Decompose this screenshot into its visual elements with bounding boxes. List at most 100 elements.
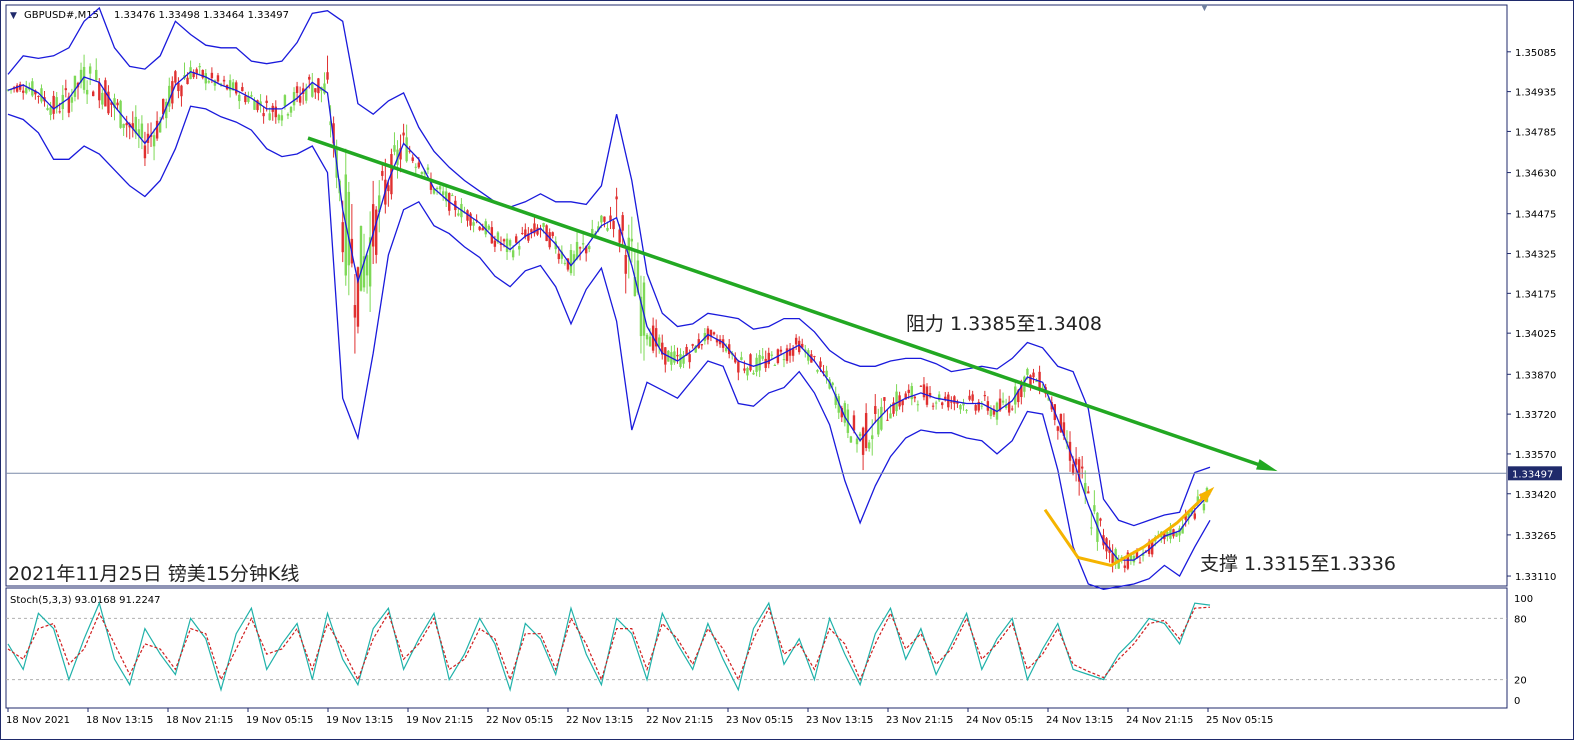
candle-body — [158, 121, 162, 133]
candle-body — [231, 82, 235, 91]
candle-body — [1190, 509, 1193, 514]
candle-body — [435, 187, 439, 189]
time-tick-label: 19 Nov 13:15 — [326, 715, 393, 726]
candle-body — [98, 82, 101, 101]
candle-body — [1084, 482, 1087, 494]
candle-body — [934, 402, 938, 404]
candle-body — [387, 185, 390, 192]
candle-body — [718, 339, 722, 345]
candle-body — [834, 393, 837, 405]
candle-body — [268, 113, 271, 121]
candle-body — [122, 123, 125, 128]
candle-body — [797, 340, 801, 353]
candle-body — [381, 171, 384, 176]
time-tick-label: 18 Nov 13:15 — [86, 715, 153, 726]
candle-body — [864, 413, 868, 449]
candle-body — [116, 102, 119, 106]
candle-body — [937, 394, 941, 401]
candle-body — [228, 80, 232, 91]
candle-body — [137, 129, 141, 137]
candle-body — [499, 242, 503, 245]
candle-body — [709, 329, 713, 337]
price-tick-label: 1.33570 — [1515, 450, 1556, 461]
candle-body — [1056, 426, 1060, 431]
candle-body — [1187, 513, 1190, 519]
candle-body — [822, 371, 825, 373]
candle-body — [244, 95, 247, 103]
main-pane[interactable] — [5, 4, 1508, 587]
candle-body — [399, 148, 402, 160]
price-tick-label: 1.33870 — [1515, 370, 1556, 381]
candle-body — [186, 77, 189, 85]
symbol-dropdown-icon[interactable]: ▼ — [10, 11, 17, 21]
candle-body — [676, 354, 679, 357]
candle-body — [222, 79, 226, 82]
resistance-arrowhead — [1256, 459, 1278, 472]
candle-body — [353, 305, 357, 318]
candle-body — [207, 81, 211, 83]
candle-body — [654, 328, 658, 347]
candle-body — [487, 225, 490, 230]
candle-body — [965, 409, 968, 411]
candle-body — [603, 216, 606, 222]
candle-body — [1184, 514, 1187, 520]
candle-body — [673, 351, 676, 363]
candle-body — [1062, 422, 1066, 436]
candle-body — [219, 83, 223, 85]
candle-body — [913, 396, 917, 399]
candle-body — [110, 102, 113, 105]
candle-body — [1111, 553, 1114, 564]
candle-body — [1123, 565, 1126, 568]
candle-body — [195, 69, 198, 74]
candle-body — [241, 87, 244, 92]
support-annotation: 支撑 1.3315至1.3336 — [1200, 553, 1396, 575]
candle-body — [1035, 381, 1038, 383]
candle-body — [536, 227, 539, 235]
candle-body — [496, 232, 500, 243]
candle-body — [317, 78, 320, 94]
candle-body — [1163, 531, 1166, 540]
candle-body — [134, 116, 138, 134]
candle-body — [1004, 404, 1008, 408]
price-tick-label: 1.33720 — [1515, 410, 1556, 421]
candle-body — [645, 334, 649, 340]
resistance-line[interactable] — [307, 136, 1271, 471]
candle-body — [283, 95, 287, 107]
candle-body — [977, 401, 980, 411]
candle-body — [758, 354, 761, 371]
support-arrow[interactable] — [1043, 490, 1212, 567]
chart-caption: 2021年11月25日 镑美15分钟K线 — [8, 563, 299, 585]
candle-body — [889, 413, 892, 419]
candle-body — [277, 114, 281, 121]
candle-body — [104, 80, 107, 107]
time-axis: 18 Nov 2021 18 Nov 13:15 18 Nov 21:15 19 No… — [6, 708, 1273, 726]
scroll-marker-icon[interactable]: ▼ — [1201, 3, 1208, 13]
stoch-pane[interactable] — [5, 587, 1508, 709]
candle-body — [922, 384, 926, 398]
candle-body — [636, 260, 640, 293]
candle-body — [794, 337, 798, 345]
candle-body — [910, 386, 913, 400]
candle-body — [953, 396, 956, 404]
candle-body — [782, 359, 786, 361]
resistance-trendline[interactable] — [307, 136, 1278, 472]
candle-body — [612, 220, 615, 230]
candle-body — [591, 228, 594, 239]
candle-body — [871, 435, 874, 440]
candle-body — [414, 166, 417, 168]
candle-body — [55, 97, 58, 109]
candle-body — [962, 402, 965, 406]
price-tick-label: 1.35085 — [1515, 48, 1556, 59]
candle-body — [295, 86, 299, 93]
support-curve[interactable] — [1043, 486, 1215, 567]
candle-body — [639, 296, 643, 337]
price-tick-label: 1.33420 — [1515, 490, 1556, 501]
candle-body — [292, 92, 296, 106]
candle-body — [944, 396, 947, 400]
candle-body — [1135, 551, 1139, 559]
candle-body — [235, 82, 238, 94]
candle-body — [584, 246, 588, 254]
candle-body — [31, 81, 34, 96]
time-tick-label: 23 Nov 05:15 — [726, 715, 793, 726]
